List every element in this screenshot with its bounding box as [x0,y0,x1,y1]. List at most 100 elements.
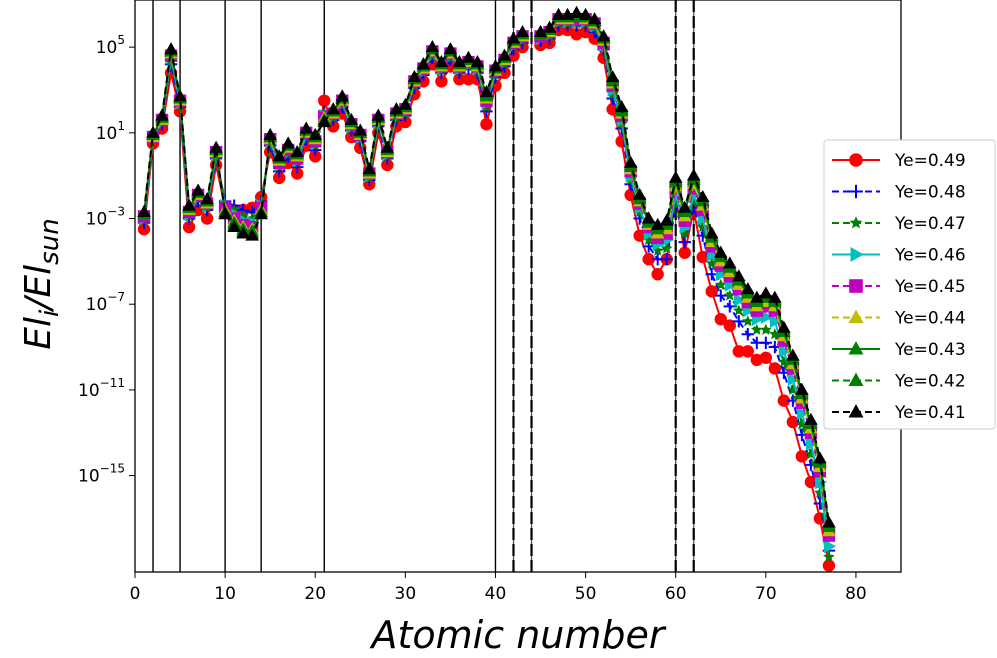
data-point [462,73,475,86]
data-point [281,136,296,149]
legend: Ye=0.49 Ye=0.48 Ye=0.47 Ye=0.46 Ye=0.45 Ye=0.… [823,139,996,430]
data-point [461,50,476,63]
data-point [263,127,277,140]
data-point [795,382,809,395]
data-point [309,150,322,163]
data-point [805,436,819,451]
legend-item: Ye=0.44 [832,309,966,329]
data-point [479,84,494,98]
legend-label: Ye=0.46 [894,246,966,266]
legend-item: Ye=0.46 [832,246,966,266]
legend-marker [849,216,863,229]
data-point [804,475,818,489]
data-point [407,69,422,83]
x-axis-ticks: 0 10 20 30 40 50 60 70 80 [130,572,867,604]
data-point [749,290,764,303]
data-point [714,278,727,290]
y-tick-label: 10−11 [78,376,125,401]
data-point [650,217,665,230]
legend-label: Ye=0.42 [894,372,966,392]
data-point [769,314,782,329]
data-point [533,25,548,38]
data-point [660,253,673,266]
data-point [760,310,773,324]
data-point [741,345,754,358]
data-point [741,328,754,341]
data-point [704,226,719,239]
data-point [614,99,629,113]
data-point [822,559,836,572]
legend-label: Ye=0.45 [894,277,966,297]
data-point [678,227,691,239]
data-point [623,155,638,168]
x-tick-label: 50 [575,584,597,604]
data-point [778,344,791,359]
data-point [381,158,394,172]
data-point [290,144,305,158]
y-tick-label: 105 [96,33,125,58]
data-point [750,323,763,335]
legend-item: Ye=0.41 [832,403,966,423]
series-layer [137,5,837,572]
data-point [389,102,404,115]
data-point [416,57,431,70]
data-point [452,54,467,68]
legend-marker [848,341,864,355]
data-point [587,12,602,25]
series [137,5,836,528]
data-point [668,170,683,183]
data-point [813,497,827,510]
legend-marker [850,247,864,262]
data-point [759,351,773,364]
data-point [344,112,359,125]
x-tick-label: 70 [755,584,777,604]
data-point [786,348,800,361]
data-point [164,42,178,55]
legend-label: Ye=0.48 [894,183,966,203]
x-axis-title: Atomic number [369,613,667,657]
data-point [651,268,664,281]
data-point [642,253,655,266]
data-point [227,219,241,233]
data-point [731,269,746,282]
legend-label: Ye=0.43 [894,340,966,360]
data-point [714,313,727,326]
x-tick-label: 10 [214,584,236,604]
data-point [506,31,521,44]
x-tick-label: 40 [485,584,507,604]
data-point [236,226,250,239]
data-point [822,515,836,528]
legend-marker [849,279,863,293]
data-point [804,412,818,425]
legend-label: Ye=0.41 [894,403,966,423]
data-point [291,167,304,180]
data-point [254,207,268,220]
x-tick-label: 20 [304,584,326,604]
data-point [371,108,386,121]
data-point [695,189,710,203]
data-point [173,89,187,102]
data-point [353,123,368,136]
data-point [308,127,323,140]
data-point [795,450,809,463]
data-point [155,108,169,121]
data-point [759,323,772,335]
data-point [732,304,745,316]
x-tick-label: 60 [665,584,687,604]
data-point [678,235,691,249]
data-point [732,345,745,358]
data-point [318,94,331,107]
data-point [453,73,466,86]
data-point [596,29,611,42]
legend-marker [849,184,863,199]
legend-marker [848,372,864,386]
data-point [335,89,350,102]
data-point [362,162,377,175]
data-point [741,315,754,327]
y-title-sub1: i [35,309,65,317]
legend-item: Ye=0.42 [832,372,966,392]
data-point [777,394,791,407]
data-point [200,192,214,205]
data-point [641,211,656,224]
data-point [470,54,485,68]
